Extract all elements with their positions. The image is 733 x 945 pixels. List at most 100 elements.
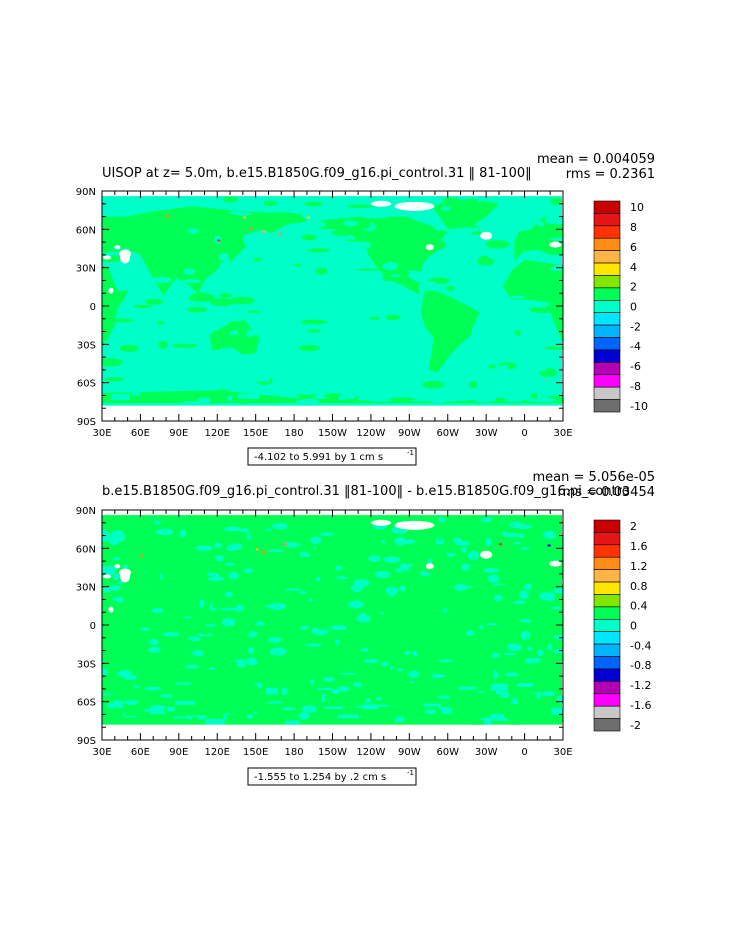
field-patch xyxy=(422,686,434,689)
field-patch xyxy=(363,536,368,545)
masked-area xyxy=(480,231,493,240)
field-patch xyxy=(445,241,470,249)
field-patch xyxy=(389,707,396,712)
colorbar-swatch xyxy=(593,237,621,251)
field-patch xyxy=(344,618,349,627)
field-patch xyxy=(552,649,563,654)
field-patch xyxy=(550,707,563,715)
field-patch xyxy=(306,221,326,228)
field-patch xyxy=(385,378,403,385)
field-patch xyxy=(478,624,485,630)
field-patch xyxy=(205,372,213,376)
field-patch xyxy=(164,210,188,216)
field-patch xyxy=(161,572,172,580)
field-patch xyxy=(310,536,322,545)
field-patch xyxy=(271,517,284,523)
field-patch xyxy=(537,391,556,395)
y-tick-label: 60S xyxy=(77,379,96,390)
field-patch xyxy=(203,656,213,662)
field-patch xyxy=(490,518,505,526)
field-patch xyxy=(473,697,492,701)
field-patch xyxy=(155,681,171,689)
field-patch xyxy=(405,656,413,661)
field-patch xyxy=(528,373,540,380)
field-patch xyxy=(194,594,207,601)
field-patch xyxy=(321,694,326,703)
field-patch xyxy=(184,556,199,562)
field-patch xyxy=(186,306,208,313)
field-patch xyxy=(465,630,476,637)
colorbar-swatch xyxy=(593,200,621,214)
extreme-value xyxy=(249,228,253,231)
field-patch xyxy=(467,560,481,568)
extreme-value xyxy=(262,550,266,553)
field-patch xyxy=(310,678,315,685)
field-patch xyxy=(325,394,339,402)
field-patch xyxy=(235,270,248,280)
field-patch xyxy=(449,695,470,703)
field-patch xyxy=(262,554,270,559)
field-patch xyxy=(147,375,155,380)
field-patch xyxy=(180,640,187,650)
colorbar-swatch xyxy=(593,618,621,633)
extreme-value xyxy=(255,548,259,551)
field-patch xyxy=(418,671,433,681)
chart-title: UISOP at z= 5.0m, b.e15.B1850G.f09_g16.p… xyxy=(102,166,532,181)
colorbar-swatch xyxy=(593,262,621,276)
field-patch xyxy=(200,627,209,636)
field-patch xyxy=(501,531,508,536)
field-patch xyxy=(156,321,165,325)
field-patch xyxy=(425,709,436,714)
field-patch xyxy=(187,636,201,642)
field-patch xyxy=(381,661,390,667)
masked-area xyxy=(480,550,493,559)
field-patch xyxy=(251,598,257,604)
field-patch xyxy=(120,223,130,230)
colorbar-swatch xyxy=(593,693,621,707)
field-patch xyxy=(107,703,115,708)
field-patch xyxy=(283,542,301,548)
field-patch xyxy=(288,549,300,558)
field-patch xyxy=(521,319,543,326)
field-patch xyxy=(111,597,121,601)
field-patch xyxy=(102,675,113,684)
chart-panel-1: 30E 60E 90E 120E 150E 180 150W 120W 90W 60W 30W 0 30… xyxy=(76,152,655,466)
field-patch xyxy=(362,670,372,676)
field-patch xyxy=(308,598,314,602)
field-patch xyxy=(443,538,452,542)
field-patch xyxy=(379,611,384,615)
field-patch xyxy=(494,657,507,665)
field-patch xyxy=(263,200,278,207)
field-patch xyxy=(405,540,415,544)
field-patch xyxy=(341,692,358,698)
field-patch xyxy=(261,649,266,653)
land-region xyxy=(102,265,129,347)
field-patch xyxy=(544,346,563,350)
field-patch xyxy=(510,551,516,556)
y-tick-label: 60S xyxy=(77,698,96,709)
field-patch xyxy=(172,343,198,348)
field-patch xyxy=(182,616,192,619)
field-patch xyxy=(415,560,428,570)
field-patch xyxy=(102,585,112,594)
field-patch xyxy=(307,329,321,333)
extreme-value xyxy=(306,216,310,219)
y-tick-label: 90S xyxy=(77,417,96,428)
land-region xyxy=(514,216,563,260)
field-patch xyxy=(484,537,492,547)
contour-range-box xyxy=(247,447,417,466)
field-patch xyxy=(361,221,371,229)
field-patch xyxy=(155,516,163,522)
field-patch xyxy=(205,623,217,627)
colorbar-label: 0.4 xyxy=(630,600,648,613)
field-patch xyxy=(102,358,124,367)
field-patch xyxy=(493,594,503,602)
field-patch xyxy=(284,588,302,591)
field-patch xyxy=(549,573,563,580)
colorbar-swatch xyxy=(593,213,621,227)
field-patch xyxy=(153,379,174,385)
field-patch xyxy=(156,528,174,536)
field-patch xyxy=(247,310,262,313)
field-patch xyxy=(507,626,523,634)
field-patch xyxy=(492,608,505,613)
